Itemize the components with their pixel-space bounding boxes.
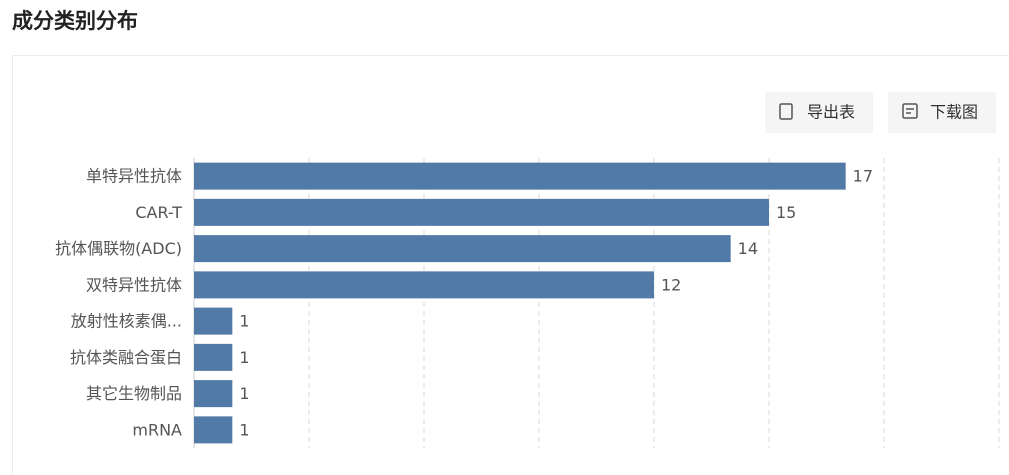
y-tick-label: 单特异性抗体: [86, 167, 182, 186]
y-tick-label: 其它生物制品: [86, 384, 182, 403]
value-label: 1: [239, 384, 249, 403]
bar: [194, 198, 769, 226]
bar: [194, 271, 654, 299]
icon: [779, 103, 793, 120]
bar: [194, 162, 846, 190]
bar: [194, 343, 233, 371]
value-label: 14: [738, 239, 758, 258]
button-label: 下载图: [930, 103, 978, 122]
bar: [194, 380, 233, 408]
y-tick-label: 抗体偶联物(ADC): [55, 239, 182, 258]
button-label: 导出表: [807, 103, 855, 122]
value-label: 12: [661, 275, 681, 294]
y-tick-label: mRNA: [132, 420, 182, 439]
icon: [902, 103, 918, 119]
y-tick-label: 放射性核素偶...: [71, 312, 182, 331]
y-tick-label: CAR-T: [135, 203, 182, 222]
y-tick-label: 双特异性抗体: [86, 275, 182, 294]
chart-title: 成分类别分布: [12, 9, 138, 33]
button-bg: [765, 92, 873, 133]
value-label: 1: [239, 312, 249, 331]
value-label: 17: [853, 167, 873, 186]
value-label: 1: [239, 420, 249, 439]
export-button[interactable]: 导出表: [765, 92, 873, 133]
download-button[interactable]: 下载图: [888, 92, 996, 133]
value-label: 1: [239, 348, 249, 367]
bar: [194, 307, 233, 335]
bar: [194, 235, 731, 263]
bar: [194, 416, 233, 444]
y-tick-label: 抗体类融合蛋白: [70, 348, 182, 367]
value-label: 15: [776, 203, 796, 222]
card: [12, 55, 1009, 475]
